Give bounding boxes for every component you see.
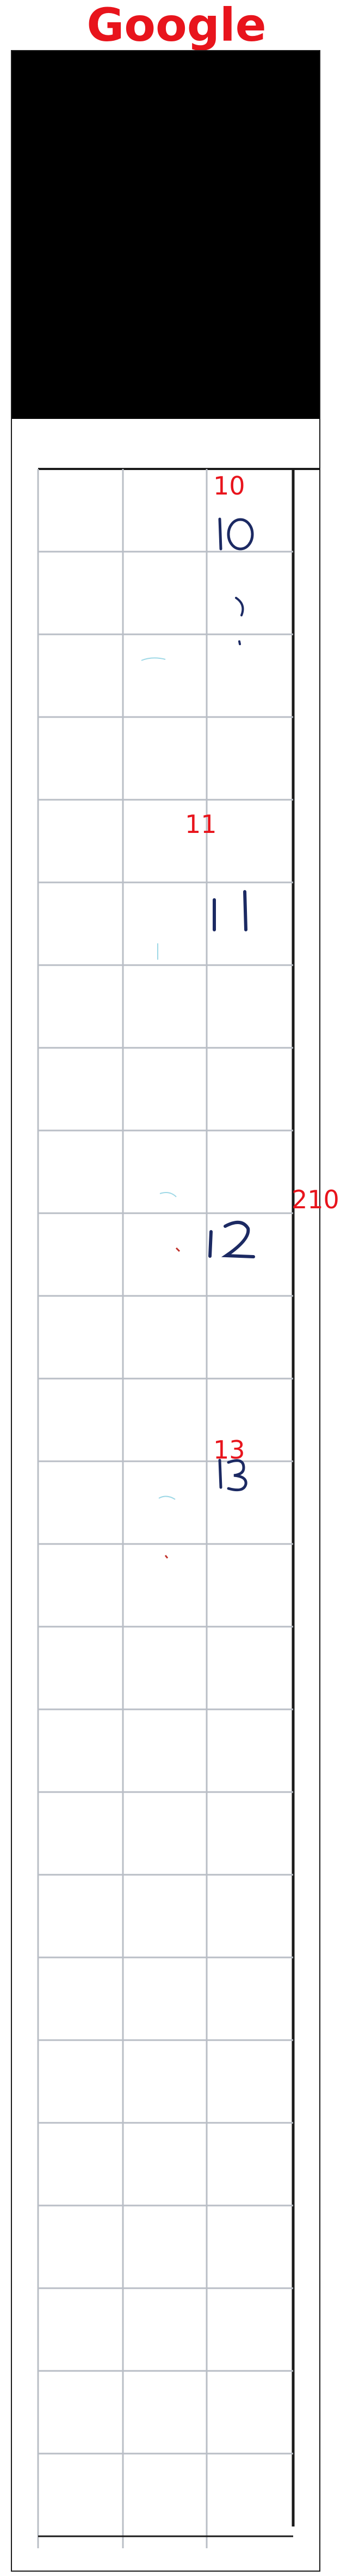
grid-horizontal-lines <box>38 551 293 2455</box>
handwriting-11 <box>213 890 247 931</box>
scanned-document <box>11 50 320 2572</box>
handwriting-mark-red <box>164 1247 181 1559</box>
annotation-label-210: 210 <box>292 1185 339 1214</box>
handwriting-13 <box>218 1459 247 1492</box>
annotation-label-13: 13 <box>213 1435 245 1465</box>
handwriting-mark <box>235 597 244 645</box>
annotation-label-10: 10 <box>213 471 245 501</box>
redacted-area <box>12 51 319 419</box>
faint-marks <box>141 657 177 1500</box>
handwriting-12 <box>208 1221 255 1258</box>
annotation-label-11: 11 <box>185 810 217 839</box>
grid-paper <box>37 468 319 2548</box>
page-title: Google <box>86 0 267 52</box>
handwriting-10 <box>218 517 254 551</box>
